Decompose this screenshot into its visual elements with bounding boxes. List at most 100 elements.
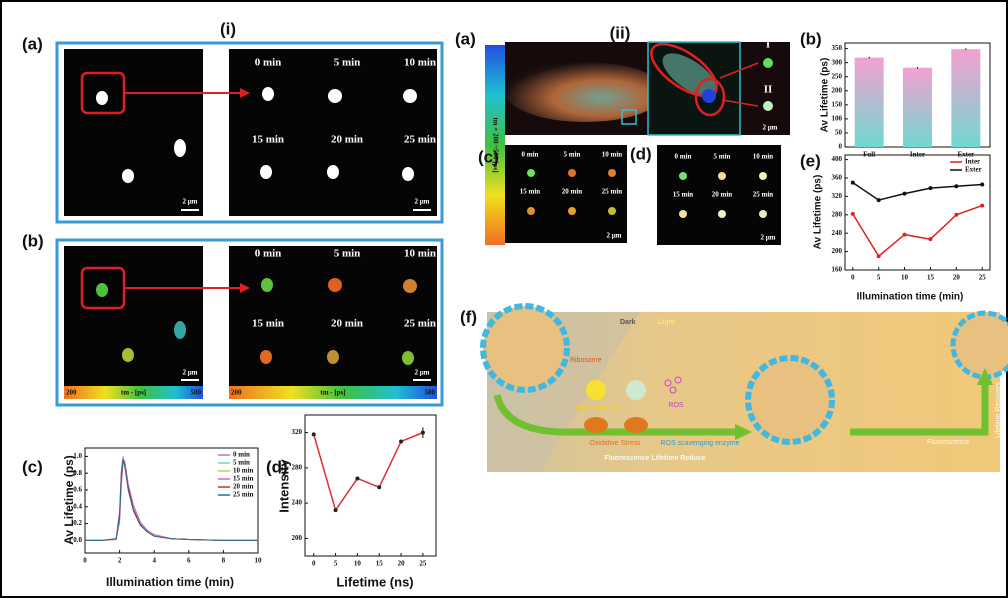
panel-label: (b) <box>22 231 44 250</box>
y-tick-label: 0.2 <box>73 519 82 527</box>
point <box>980 182 985 187</box>
diagram-text: Light <box>658 319 676 326</box>
x-tick-label: 0 <box>851 274 855 282</box>
scale-label: 2 μm <box>414 198 429 206</box>
plot-frame <box>844 154 991 271</box>
time-label: 10 min <box>404 248 436 260</box>
y-tick-label: 200 <box>832 86 843 94</box>
legend-label: 5 min <box>233 459 250 467</box>
diagram-text: ROS scavenging enzyme <box>661 440 740 447</box>
panel-label: (e) <box>800 151 821 170</box>
colorbar-label: tm - [ps] <box>121 389 146 397</box>
density-cloud <box>505 62 665 122</box>
density-cloud <box>662 53 718 97</box>
cells <box>96 278 417 365</box>
y-tick-label: 250 <box>832 72 843 80</box>
inset-box <box>621 109 637 125</box>
diagram-text: Lifetime Recovery <box>995 381 1002 438</box>
y-tick-label: 200 <box>292 534 303 542</box>
panel-label: (c) <box>22 457 43 476</box>
colorbar <box>64 386 203 399</box>
x-tick-label: 10 <box>901 274 909 282</box>
cluster <box>702 89 716 103</box>
panel-label: (b) <box>800 29 822 48</box>
diagram-text: Dark <box>620 319 636 326</box>
y-tick-label: 400 <box>832 155 843 163</box>
point <box>850 180 855 185</box>
micrograph <box>657 145 781 245</box>
x-tick-label: 4 <box>152 557 156 565</box>
scale-label: 2 μm <box>762 124 777 132</box>
legend-label: 10 min <box>233 467 254 475</box>
y-tick-label: 360 <box>832 174 843 182</box>
plot-frame <box>304 414 437 557</box>
diagram-text: Ribosome <box>570 357 602 364</box>
series-line <box>852 204 983 258</box>
y-tick-label: 240 <box>292 499 303 507</box>
region-ellipse <box>694 77 726 117</box>
time-label: 0 min <box>255 248 282 260</box>
micrograph <box>505 145 627 243</box>
colorbar-label: tm = 200 ~500 [ps] <box>491 117 499 172</box>
time-label: 15 min <box>252 318 284 330</box>
series-line <box>313 431 424 512</box>
colorbar-max: 500 <box>191 389 202 397</box>
time-label: 25 min <box>602 188 623 196</box>
plot-frame <box>84 447 259 554</box>
point <box>928 186 933 191</box>
micrograph <box>64 246 203 386</box>
x-tick-label: 2 <box>118 557 122 565</box>
time-label: 25 min <box>404 134 436 146</box>
x-tick-label: 0 <box>83 557 87 565</box>
y-tick-label: 100 <box>832 115 843 123</box>
point <box>355 476 360 481</box>
time-label: 20 min <box>712 191 733 199</box>
colorbar-label: tm - [ps] <box>320 389 345 397</box>
point <box>311 432 316 437</box>
legend-label: 0 min <box>233 451 250 459</box>
y-tick-label: 160 <box>832 266 843 274</box>
point <box>928 237 933 242</box>
region-ellipse <box>650 42 718 98</box>
series-line <box>852 181 983 201</box>
panel-label: (f) <box>460 307 477 326</box>
panel-label: (d) <box>630 144 652 163</box>
point <box>954 212 959 217</box>
y-tick-label: 0.0 <box>73 536 82 544</box>
micrograph <box>229 246 437 386</box>
series-line <box>85 459 258 541</box>
point <box>377 485 382 490</box>
x-axis-label: Lifetime (ns) <box>336 574 413 589</box>
arrow-head <box>240 283 250 293</box>
region-label: II <box>764 84 773 96</box>
legend-label: Exter <box>965 166 982 174</box>
stress-icon <box>584 417 608 433</box>
y-tick-label: 0 <box>839 143 843 151</box>
arrow-head <box>240 88 250 98</box>
time-label: 20 min <box>562 188 583 196</box>
legend-label: Inter <box>965 158 980 166</box>
arrow <box>721 99 759 107</box>
point <box>420 430 425 435</box>
x-tick-label: 20 <box>398 560 406 568</box>
y-tick-label: 200 <box>832 247 843 255</box>
time-label: 10 min <box>602 151 623 159</box>
scale-label: 2 μm <box>760 234 775 242</box>
time-label: 25 min <box>404 318 436 330</box>
region-label: I <box>766 39 770 51</box>
arrow <box>719 62 759 79</box>
bar <box>951 49 981 147</box>
x-tick-label: 5 <box>877 274 881 282</box>
legend-label: 20 min <box>233 483 254 491</box>
part-label: (ii) <box>610 23 631 42</box>
point <box>876 198 881 203</box>
cell <box>745 355 835 445</box>
x-tick-label: 6 <box>187 557 191 565</box>
point <box>902 191 907 196</box>
stress-icon <box>624 417 648 433</box>
light-dot <box>586 380 606 400</box>
scale-label: 2 μm <box>414 369 429 377</box>
time-label: 25 min <box>753 191 774 199</box>
x-tick-label: 8 <box>222 557 226 565</box>
